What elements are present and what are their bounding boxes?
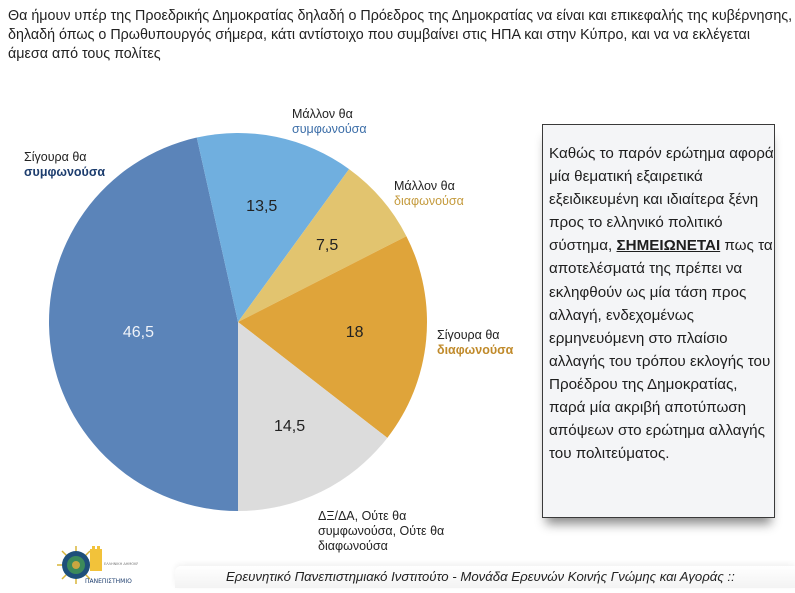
label-sure-disagree: Σίγουρα θα διαφωνούσα bbox=[437, 328, 514, 357]
label-rather-agree: Μάλλον θα συμφωνούσα bbox=[292, 107, 367, 136]
question-text: Θα ήμουν υπέρ της Προεδρικής Δημοκρατίας… bbox=[8, 8, 793, 62]
sun-seal-icon bbox=[57, 546, 95, 584]
slice-value-rather-disagree: 7,5 bbox=[315, 236, 339, 254]
slice-sure-agree bbox=[49, 137, 239, 511]
svg-text:ΠΑΝΕΠΙΣΤΗΜΙΟ: ΠΑΝΕΠΙΣΤΗΜΙΟ bbox=[85, 578, 132, 585]
slice-value-dk: 14,5 bbox=[273, 418, 306, 436]
university-logo: ΕΛΛΗΝΙΚΗ ΔΗΜΟΚΡΑΤΙΑ ΠΑΝΕΠΙΣΤΗΜΙΟ bbox=[52, 545, 147, 588]
note-text: Καθώς το παρόν ερώτημα αφορά μία θεματικ… bbox=[549, 145, 774, 463]
svg-text:ΕΛΛΗΝΙΚΗ ΔΗΜΟΚΡΑΤΙΑ: ΕΛΛΗΝΙΚΗ ΔΗΜΟΚΡΑΤΙΑ bbox=[104, 562, 138, 566]
slice-sure-disagree bbox=[238, 236, 427, 438]
slice-value-sure-disagree: 18 bbox=[345, 324, 364, 342]
label-sure-agree-emph: συμφωνούσα bbox=[24, 165, 106, 179]
slice-value-rather-agree: 13,5 bbox=[246, 198, 278, 216]
footer-bar: Ερευνητικό Πανεπιστημιακό Ινστιτούτο - Μ… bbox=[175, 566, 795, 588]
label-sure-agree: Σίγουρα θα συμφωνούσα bbox=[24, 150, 106, 179]
note-box: Καθώς το παρόν ερώτημα αφορά μία θεματικ… bbox=[542, 124, 775, 518]
footer-text: Ερευνητικό Πανεπιστημιακό Ινστιτούτο - Μ… bbox=[226, 569, 735, 584]
slice-value-sure-agree: 46,5 bbox=[122, 323, 154, 341]
note-emphasis: ΣΗΜΕΙΩΝΕΤΑΙ bbox=[616, 237, 721, 255]
slice-dk bbox=[238, 322, 388, 511]
label-dk: ΔΞ/ΔΑ, Ούτε θα συμφωνούσα, Ούτε θα διαφω… bbox=[318, 509, 445, 553]
label-rather-disagree: Μάλλον θα διαφωνούσα bbox=[394, 179, 464, 208]
slice-rather-disagree bbox=[238, 169, 407, 322]
slice-rather-agree bbox=[196, 133, 350, 322]
